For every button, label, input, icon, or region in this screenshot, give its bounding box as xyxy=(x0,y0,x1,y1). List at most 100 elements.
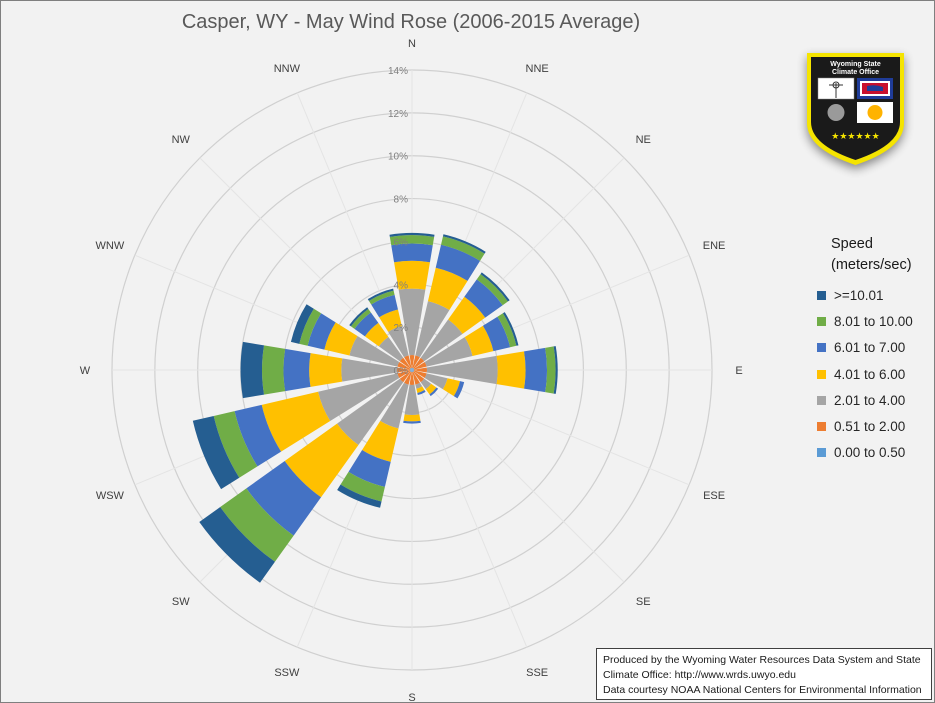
direction-label-ne: NE xyxy=(636,134,651,146)
bar-segment-sse-4 xyxy=(417,390,426,396)
radial-tick-label: 0% xyxy=(394,366,409,377)
globe-icon xyxy=(827,104,845,121)
bar-segment-wsw-2 xyxy=(318,373,400,422)
radial-tick-label: 4% xyxy=(394,280,409,291)
bar-segment-nnw-3 xyxy=(379,309,402,332)
bar-segment-n-1 xyxy=(409,355,415,368)
bar-segment-se-1 xyxy=(413,371,425,383)
legend-swatch xyxy=(817,369,826,379)
bar-segment-n-3 xyxy=(394,260,430,290)
bar-segment-wnw-5 xyxy=(299,308,322,346)
bar-segment-nw-2 xyxy=(378,336,404,362)
bar-segment-n-6 xyxy=(389,232,435,237)
bar-segment-e-2 xyxy=(426,355,498,385)
legend-swatch xyxy=(817,448,826,458)
bar-segment-sw-1 xyxy=(399,371,411,383)
legend-title-line2: (meters/sec) xyxy=(831,257,912,273)
radial-tick-label: 8% xyxy=(394,195,409,206)
climate-office-logo: Wyoming State Climate Office ★★★★★★ xyxy=(807,53,904,169)
radial-tick-label: 12% xyxy=(388,109,408,120)
legend-item: 0.00 to 0.50 xyxy=(817,440,913,466)
direction-labels: N NNE NE ENE E ESE SE SSE S SSW SW WSW W WNW NW NNW xyxy=(80,38,743,702)
bar-segment-ssw-0 xyxy=(410,370,412,373)
credits-line2: Climate Office: http://www.wrds.uwyo.edu xyxy=(603,669,796,681)
bar-segment-w-6 xyxy=(240,341,265,399)
bar-segment-ene-6 xyxy=(502,312,519,346)
bar-segment-e-4 xyxy=(524,347,547,393)
bar-segment-ese-0 xyxy=(412,370,415,372)
legend-swatch xyxy=(817,290,826,300)
bar-segment-ne-4 xyxy=(464,279,503,318)
bar-segment-nnw-1 xyxy=(404,355,412,369)
bar-segment-e-5 xyxy=(545,346,556,394)
bar-segment-e-0 xyxy=(412,369,415,371)
bar-segment-ene-5 xyxy=(497,313,517,348)
legend-label: >=10.01 xyxy=(834,287,884,303)
sun-icon xyxy=(867,105,883,120)
bar-segment-w-0 xyxy=(409,369,412,371)
bar-segment-sw-5 xyxy=(220,488,294,562)
bar-segment-nne-6 xyxy=(442,234,486,254)
legend-swatch xyxy=(817,395,826,405)
radial-tick-labels: 0% 2% 4% 6% 8% 10% 12% 14% xyxy=(388,66,408,377)
direction-label-wnw: WNW xyxy=(96,240,125,252)
bison-icon xyxy=(867,85,883,91)
legend-swatch xyxy=(817,316,826,326)
wind-rose-bars xyxy=(192,232,558,583)
bar-segment-ne-5 xyxy=(476,274,508,306)
bar-segment-w-5 xyxy=(262,345,286,395)
bar-segment-ssw-6 xyxy=(337,484,382,508)
bar-segment-wnw-4 xyxy=(307,313,336,350)
bar-segment-ssw-4 xyxy=(348,450,391,487)
bar-segment-se-2 xyxy=(420,378,432,390)
bar-segment-se-0 xyxy=(412,370,414,372)
direction-label-ene: ENE xyxy=(703,240,726,252)
bar-segment-e-3 xyxy=(496,351,526,389)
legend-item: >=10.01 xyxy=(817,282,913,308)
bar-segment-ne-3 xyxy=(448,296,486,334)
bar-segment-ssw-1 xyxy=(404,371,412,385)
bar-segment-n-5 xyxy=(389,235,435,246)
bar-segment-nne-1 xyxy=(412,355,420,369)
legend-label: 6.01 to 7.00 xyxy=(834,340,906,356)
bar-segment-nne-5 xyxy=(441,236,485,261)
bar-segment-n-2 xyxy=(398,288,426,356)
direction-label-nne: NNE xyxy=(526,63,549,75)
bar-segment-e-6 xyxy=(553,346,558,394)
legend-label: 0.51 to 2.00 xyxy=(834,419,906,435)
bar-segment-w-2 xyxy=(341,358,398,382)
legend-label: 8.01 to 10.00 xyxy=(834,313,913,329)
bar-segment-s-0 xyxy=(411,370,413,373)
bar-segment-se-4 xyxy=(429,387,439,397)
bar-segment-s-1 xyxy=(409,372,415,386)
bar-segment-wnw-1 xyxy=(397,362,411,370)
bar-segment-sw-4 xyxy=(246,460,322,536)
bar-segment-ne-2 xyxy=(420,319,463,362)
direction-label-s: S xyxy=(408,692,415,702)
bar-segment-ssw-5 xyxy=(340,471,385,502)
bar-segment-sse-3 xyxy=(416,386,425,393)
bar-segment-wsw-1 xyxy=(397,370,411,378)
bar-segment-s-4 xyxy=(403,420,421,424)
bar-segment-wsw-0 xyxy=(409,370,412,372)
direction-label-n: N xyxy=(408,38,416,50)
bar-segment-nne-3 xyxy=(427,267,468,310)
bar-segment-n-0 xyxy=(411,367,413,370)
legend-label: 0.00 to 0.50 xyxy=(834,445,906,461)
direction-label-ese: ESE xyxy=(703,490,725,502)
radial-tick-label: 2% xyxy=(394,323,409,334)
radial-tick-label: 6% xyxy=(394,237,409,248)
grid-spoke xyxy=(411,369,528,648)
logo-text-line2: Climate Office xyxy=(832,69,879,76)
bar-segment-wsw-3 xyxy=(261,391,331,452)
bar-segment-ene-0 xyxy=(412,368,415,370)
direction-label-nw: NW xyxy=(172,134,191,146)
legend-item: 8.01 to 10.00 xyxy=(817,308,913,334)
bar-segment-wnw-0 xyxy=(409,368,412,370)
bar-segment-wnw-6 xyxy=(290,304,314,344)
bar-segment-wnw-3 xyxy=(324,322,358,356)
legend-title-line1: Speed xyxy=(831,236,873,252)
bar-segment-ene-2 xyxy=(424,337,473,367)
legend: Speed (meters/sec) >=10.01 8.01 to 10.00 6… xyxy=(817,234,913,466)
